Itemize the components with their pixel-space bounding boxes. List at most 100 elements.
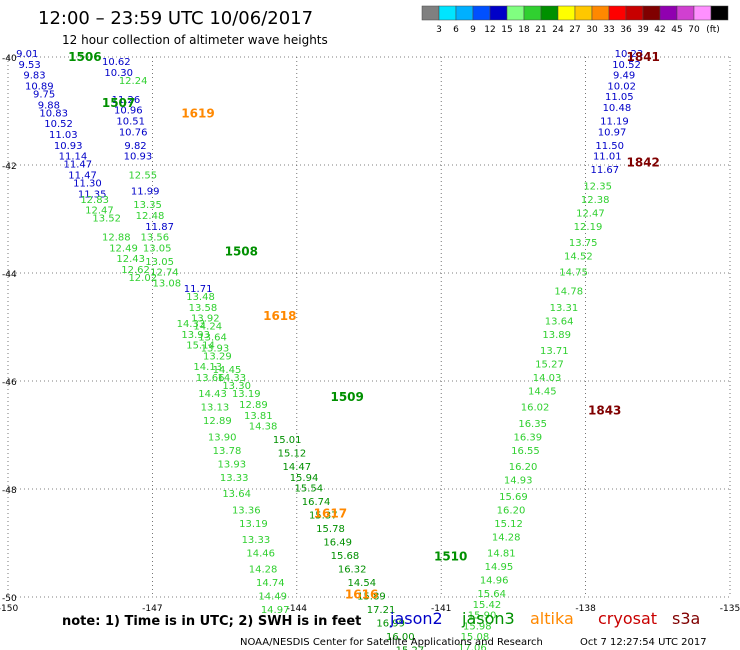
wave-height-label: 11.67 bbox=[591, 165, 620, 176]
wave-height-label: 12.47 bbox=[85, 206, 114, 217]
wave-height-label: 13.64 bbox=[198, 333, 227, 344]
color-swatch bbox=[608, 5, 627, 21]
wave-height-label: 13.93 bbox=[217, 459, 246, 470]
wave-height-label: 12.89 bbox=[203, 416, 232, 427]
wave-height-label: 10.52 bbox=[612, 60, 641, 71]
wave-height-label: 14.54 bbox=[347, 578, 376, 589]
color-scale-label: 42 bbox=[654, 25, 665, 35]
color-scale: 3 6 9 12 15 18 21 24 27 30 33 36 39 42 45 70 (ft) bbox=[421, 5, 729, 35]
axis-ticks: -150 -147 -144 -141 -138 -135 -40 -42 -44 -46 -48 -… bbox=[0, 54, 740, 614]
wave-height-label: 10.52 bbox=[44, 119, 73, 130]
wave-height-label: 10.23 bbox=[615, 49, 644, 60]
footer-timestamp: Oct 7 12:27:54 UTC 2017 bbox=[580, 637, 707, 648]
pass-time-label: 1616 bbox=[345, 587, 378, 601]
wave-height-label: 12.02 bbox=[128, 273, 157, 284]
wave-height-label: 15.14 bbox=[186, 341, 215, 352]
pass-time-label: 1841 bbox=[627, 50, 660, 64]
color-scale-label: (ft) bbox=[706, 25, 720, 35]
wave-height-label: 10.30 bbox=[104, 68, 133, 79]
wave-height-label: 14.93 bbox=[504, 476, 533, 487]
wave-height-label: 17.21 bbox=[367, 605, 396, 616]
color-swatch bbox=[506, 5, 525, 21]
wave-height-label: 12.89 bbox=[239, 400, 268, 411]
color-scale-label: 6 bbox=[453, 25, 459, 35]
wave-height-label: 13.33 bbox=[220, 473, 249, 484]
wave-height-label: 9.49 bbox=[613, 71, 635, 82]
color-swatch bbox=[659, 5, 678, 21]
pass-time-label: 1618 bbox=[263, 309, 296, 323]
pass-time-label: 1842 bbox=[627, 155, 660, 169]
y-tick-label: -50 bbox=[2, 594, 17, 604]
legend-entry-cryosat: cryosat bbox=[598, 609, 657, 628]
wave-height-label: 10.97 bbox=[598, 127, 627, 138]
color-swatch bbox=[438, 5, 457, 21]
wave-height-label: 11.05 bbox=[605, 92, 634, 103]
wave-height-label: 13.90 bbox=[208, 432, 237, 443]
wave-height-label: 14.24 bbox=[193, 322, 222, 333]
wave-height-label: 16.02 bbox=[521, 403, 550, 414]
wave-height-label: 11.87 bbox=[145, 222, 174, 233]
legend-entry-s3a: s3a bbox=[672, 609, 700, 628]
wave-height-label: 14.49 bbox=[258, 592, 287, 603]
color-swatch bbox=[591, 5, 610, 21]
wave-height-label: 13.78 bbox=[213, 446, 242, 457]
wave-height-label: 15.27 bbox=[535, 360, 564, 371]
wave-height-label: 14.46 bbox=[246, 549, 275, 560]
wave-height-label: 13.13 bbox=[201, 403, 230, 414]
wave-height-label: 14.43 bbox=[198, 389, 227, 400]
legend-entry-altika: altika bbox=[530, 609, 574, 628]
wave-height-label: 12.62 bbox=[121, 265, 150, 276]
wave-height-label: 15.12 bbox=[494, 519, 523, 530]
wave-height-label: 9.88 bbox=[38, 100, 60, 111]
wave-height-label: 16.32 bbox=[338, 565, 367, 576]
wave-height-label: 16.49 bbox=[323, 538, 352, 549]
color-scale-label: 15 bbox=[501, 25, 512, 35]
wave-height-label: 13.05 bbox=[145, 257, 174, 268]
color-swatch bbox=[540, 5, 559, 21]
wave-height-label: 15.37 bbox=[309, 511, 338, 522]
wave-height-label: 13.56 bbox=[140, 233, 169, 244]
wave-height-label: 13.93 bbox=[181, 330, 210, 341]
time-labels: 1506 1507 1619 1508 1618 1509 1617 1510 1616 1841… bbox=[68, 50, 660, 601]
color-swatch bbox=[625, 5, 644, 21]
wave-height-label: 14.81 bbox=[487, 549, 516, 560]
wave-height-label: 15.78 bbox=[316, 524, 345, 535]
color-scale-label: 36 bbox=[620, 25, 632, 35]
wave-height-label: 15.69 bbox=[499, 492, 528, 503]
color-swatch bbox=[676, 5, 695, 21]
color-swatch bbox=[693, 5, 712, 21]
wave-height-label: 10.48 bbox=[603, 103, 632, 114]
wave-height-label: 16.39 bbox=[514, 432, 543, 443]
x-tick-label: -141 bbox=[431, 604, 451, 614]
wave-height-label: 14.95 bbox=[485, 562, 514, 573]
wave-height-label: 12.83 bbox=[80, 195, 109, 206]
color-swatch bbox=[642, 5, 661, 21]
pass-time-label: 1507 bbox=[102, 96, 135, 110]
wave-height-label: 10.51 bbox=[116, 117, 145, 128]
y-tick-label: -44 bbox=[2, 270, 17, 280]
wave-height-label: 13.29 bbox=[203, 351, 232, 362]
pass-time-label: 1508 bbox=[225, 244, 258, 258]
wave-height-label: 14.13 bbox=[193, 362, 222, 373]
color-swatch bbox=[523, 5, 542, 21]
data-points: 9.019.539.8310.899.759.8810.8310.5211.03… bbox=[16, 49, 643, 650]
wave-height-label: 14.28 bbox=[249, 565, 278, 576]
color-scale-label: 24 bbox=[552, 25, 564, 35]
wave-height-label: 16.00 bbox=[386, 632, 415, 643]
color-scale-label: 9 bbox=[470, 25, 476, 35]
wave-height-label: 12.43 bbox=[116, 254, 145, 265]
wave-height-label: 13.66 bbox=[196, 373, 225, 384]
satellite-legend: jason2 jason3 altika cryosat s3a bbox=[389, 609, 700, 628]
wave-height-label: 9.83 bbox=[23, 71, 45, 82]
wave-height-label: 15.01 bbox=[273, 435, 302, 446]
color-swatch bbox=[472, 5, 491, 21]
grid-lines bbox=[7, 56, 731, 598]
y-tick-label: -40 bbox=[2, 54, 17, 64]
wave-height-label: 11.19 bbox=[600, 117, 629, 128]
wave-height-label: 10.83 bbox=[39, 108, 68, 119]
pass-time-label: 1619 bbox=[181, 107, 214, 121]
x-tick-label: -138 bbox=[575, 604, 596, 614]
wave-height-label: 11.50 bbox=[595, 141, 624, 152]
pass-time-label: 1506 bbox=[68, 50, 101, 64]
